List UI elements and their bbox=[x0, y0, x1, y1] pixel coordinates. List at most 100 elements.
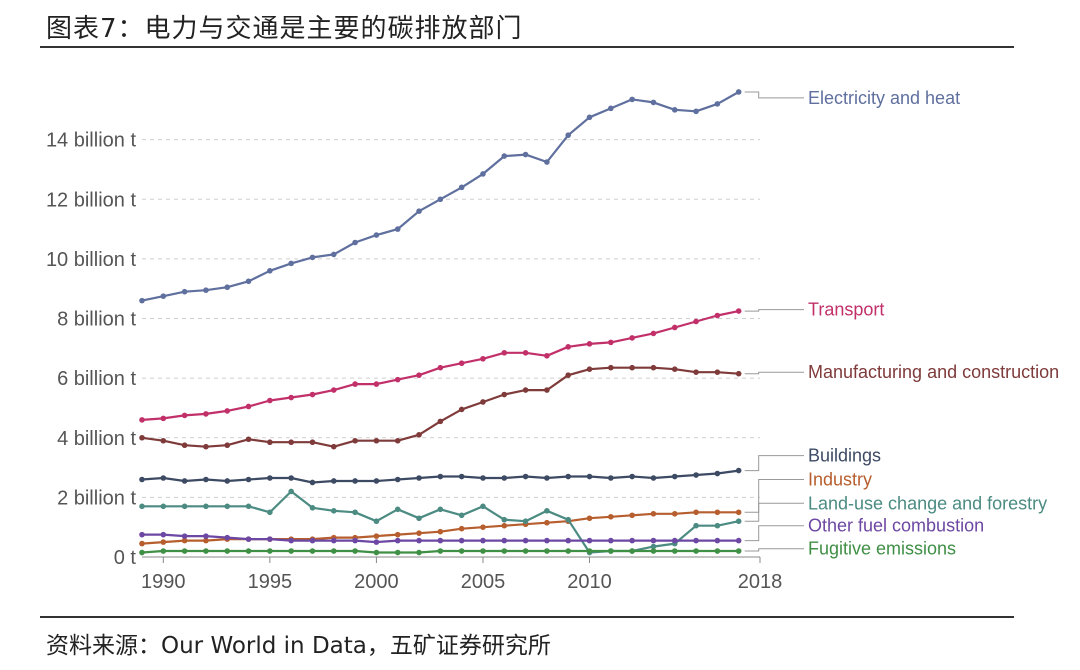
data-point bbox=[544, 519, 550, 526]
data-point bbox=[373, 437, 380, 444]
data-point bbox=[394, 531, 401, 538]
data-point bbox=[288, 488, 294, 495]
data-point bbox=[735, 548, 742, 554]
data-point bbox=[394, 537, 401, 544]
series-line bbox=[141, 91, 740, 302]
data-point bbox=[671, 107, 678, 113]
y-tick-label: 8 billion t bbox=[57, 309, 136, 331]
data-point bbox=[181, 548, 188, 554]
series-transport bbox=[139, 308, 742, 423]
data-point bbox=[330, 537, 337, 544]
data-point bbox=[330, 251, 337, 258]
data-point bbox=[437, 548, 444, 554]
data-point bbox=[267, 536, 273, 542]
data-point bbox=[629, 335, 635, 341]
data-point bbox=[181, 288, 188, 295]
data-point bbox=[160, 539, 167, 545]
data-point bbox=[267, 268, 273, 274]
data-point bbox=[608, 548, 614, 554]
data-point bbox=[693, 108, 699, 115]
x-tick-label: 2000 bbox=[354, 571, 399, 593]
data-point bbox=[544, 475, 550, 481]
data-point bbox=[565, 372, 572, 378]
data-point bbox=[522, 537, 529, 544]
data-point bbox=[245, 503, 252, 510]
data-point bbox=[437, 528, 444, 535]
data-point bbox=[480, 355, 486, 362]
data-point bbox=[608, 513, 614, 520]
data-point bbox=[671, 324, 678, 331]
data-point bbox=[458, 525, 465, 532]
data-point bbox=[352, 478, 358, 484]
data-point bbox=[480, 399, 486, 405]
data-point bbox=[309, 537, 316, 544]
data-point bbox=[309, 391, 316, 398]
x-tick-label: 2010 bbox=[567, 571, 612, 593]
data-point bbox=[671, 510, 678, 517]
data-point bbox=[288, 537, 294, 544]
label-connector bbox=[744, 371, 804, 375]
data-point bbox=[245, 476, 252, 483]
data-point bbox=[714, 509, 721, 516]
y-tick-label: 4 billion t bbox=[57, 428, 136, 450]
data-point bbox=[437, 418, 444, 425]
data-point bbox=[203, 476, 209, 483]
data-point bbox=[650, 330, 657, 337]
figure-title: 图表7：电力与交通是主要的碳排放部门 bbox=[46, 14, 523, 44]
data-point bbox=[501, 391, 508, 398]
data-point bbox=[373, 518, 380, 525]
data-point bbox=[458, 512, 465, 519]
label-connector bbox=[744, 479, 804, 513]
data-point bbox=[544, 387, 550, 393]
emissions-line-chart: 0 t 2 billion t 4 billion t 6 billion t 8 bi… bbox=[46, 88, 1059, 593]
data-point bbox=[416, 549, 422, 556]
data-point bbox=[501, 548, 508, 554]
data-point bbox=[480, 548, 486, 554]
y-tick-label: 6 billion t bbox=[57, 368, 136, 390]
data-point bbox=[735, 308, 742, 314]
data-point bbox=[501, 537, 508, 544]
data-point bbox=[394, 376, 401, 383]
data-point bbox=[608, 364, 614, 371]
data-point bbox=[501, 522, 508, 529]
data-point bbox=[416, 372, 422, 378]
label-connector bbox=[744, 548, 804, 552]
data-point bbox=[373, 549, 380, 556]
y-tick-label: 2 billion t bbox=[57, 487, 136, 509]
data-point bbox=[245, 403, 252, 410]
x-tick-label: 1995 bbox=[248, 571, 293, 593]
top-rule bbox=[40, 46, 1014, 48]
data-point bbox=[330, 443, 337, 450]
data-point bbox=[267, 397, 273, 404]
x-tick-label: 1990 bbox=[141, 571, 186, 593]
data-point bbox=[394, 476, 401, 483]
data-point bbox=[160, 415, 167, 422]
data-point bbox=[203, 548, 209, 554]
data-point bbox=[224, 284, 231, 291]
series-other-fuel-combustion bbox=[139, 531, 742, 545]
data-point bbox=[352, 537, 358, 544]
data-point bbox=[629, 512, 635, 519]
data-point bbox=[224, 408, 231, 414]
data-point bbox=[267, 475, 273, 481]
data-point bbox=[309, 479, 316, 486]
data-point bbox=[181, 503, 188, 510]
data-point bbox=[224, 478, 231, 484]
data-point bbox=[309, 505, 316, 511]
data-point bbox=[544, 159, 550, 165]
series-label-manufacturing-and-construction: Manufacturing and construction bbox=[808, 362, 1059, 382]
data-point bbox=[373, 381, 380, 387]
data-point bbox=[586, 515, 593, 522]
data-point bbox=[309, 439, 316, 446]
data-point bbox=[394, 437, 401, 444]
data-point bbox=[160, 437, 167, 444]
y-tick-label: 0 t bbox=[114, 547, 137, 569]
y-tick-label: 10 billion t bbox=[46, 249, 137, 271]
data-point bbox=[714, 312, 721, 319]
data-point bbox=[160, 531, 167, 538]
data-point bbox=[693, 369, 699, 375]
series-labels: Electricity and heat Transport Manufacturi… bbox=[744, 88, 1059, 559]
data-point bbox=[394, 549, 401, 556]
data-point bbox=[139, 434, 145, 441]
data-point bbox=[608, 537, 614, 544]
